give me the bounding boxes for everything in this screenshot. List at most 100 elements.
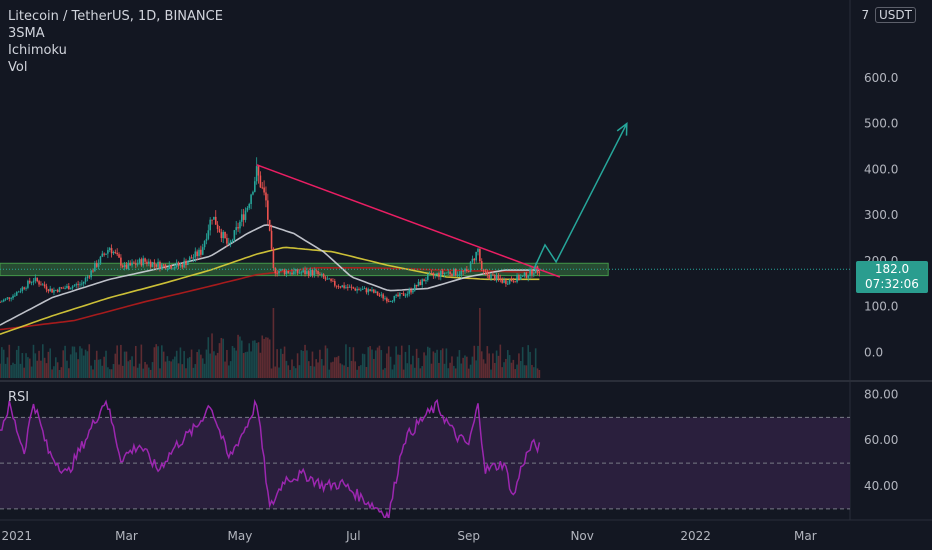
volume-bar <box>389 356 392 378</box>
candle-body <box>244 210 247 220</box>
candle-body <box>395 294 397 296</box>
volume-bar <box>358 366 360 378</box>
candle-body <box>220 232 223 239</box>
candle-body <box>164 264 167 270</box>
volume-bar <box>168 360 171 378</box>
candle-body <box>514 281 517 283</box>
volume-bar <box>337 355 340 378</box>
candle-body <box>114 252 117 253</box>
volume-bar <box>209 353 211 378</box>
projection-arrow-head[interactable] <box>616 122 628 136</box>
candle-body <box>226 238 228 244</box>
time-axis-labels[interactable]: 2021 Mar May Jul Sep Nov 2022 Mar <box>1 529 816 543</box>
volume-bar <box>53 366 55 378</box>
rsi-pane-title[interactable]: RSI <box>8 390 30 405</box>
volume-bar <box>45 363 48 378</box>
candle-body <box>477 248 479 252</box>
candle-body <box>6 297 9 299</box>
volume-bar <box>492 353 494 378</box>
candle-body <box>133 262 135 264</box>
volume-bar <box>501 367 503 378</box>
volume-bar <box>10 365 12 378</box>
volume-bar <box>343 365 345 378</box>
volume-bar <box>185 368 187 378</box>
candle-body <box>482 269 485 272</box>
candle-body <box>352 287 355 289</box>
candle-body <box>207 230 210 239</box>
volume-bar <box>404 351 407 378</box>
indicator-vol[interactable]: Vol <box>8 60 28 75</box>
candle-body <box>73 285 76 287</box>
candle-body <box>0 302 1 303</box>
candle-body <box>322 274 325 278</box>
volume-bar <box>283 346 286 378</box>
candle-body <box>136 263 139 265</box>
volume-bar <box>203 363 206 378</box>
candle-body <box>112 252 115 254</box>
volume-bar <box>28 358 31 378</box>
volume-bar <box>226 349 228 378</box>
candle-body <box>144 258 146 262</box>
volume-bar <box>82 355 85 378</box>
candle-body <box>237 227 239 229</box>
volume-bar <box>218 343 221 378</box>
candle-body <box>519 276 522 280</box>
volume-bar <box>92 369 94 378</box>
descending-trendline[interactable] <box>256 164 561 278</box>
candle-body <box>25 287 27 289</box>
candle-body <box>505 280 507 284</box>
candle-body <box>259 175 262 188</box>
volume-bar <box>298 365 301 378</box>
candle-body <box>213 216 215 220</box>
volume-bar <box>287 365 290 378</box>
candle-body <box>412 290 414 293</box>
volume-bar <box>239 336 241 378</box>
candle-body <box>320 274 323 275</box>
candle-body <box>4 298 7 300</box>
volume-bar <box>341 364 344 378</box>
volume-bar <box>395 346 397 378</box>
volume-bar <box>516 364 518 378</box>
currency-unit[interactable]: USDT <box>875 7 916 23</box>
candle-body <box>300 272 303 274</box>
symbol-title[interactable]: Litecoin / TetherUS, 1D, BINANCE <box>8 9 223 24</box>
candle-body <box>430 273 433 275</box>
candle-body <box>231 240 234 242</box>
candle-body <box>116 252 118 255</box>
candles <box>0 157 541 304</box>
volume-bar <box>413 367 416 378</box>
candle-body <box>276 273 278 275</box>
projection-arrow-path[interactable] <box>533 123 628 270</box>
volume-bar <box>108 369 111 378</box>
candle-body <box>421 279 424 285</box>
volume-bar <box>441 348 444 378</box>
volume-bar <box>174 356 176 378</box>
candle-body <box>350 286 353 288</box>
candle-body <box>451 274 453 276</box>
candle-body <box>227 242 230 244</box>
volume-bar <box>205 349 208 378</box>
candle-body <box>125 264 128 269</box>
candle-body <box>280 269 282 271</box>
volume-bar <box>77 359 79 378</box>
rsi-axis-labels[interactable]: 80.00 60.00 40.00 <box>864 387 898 493</box>
candle-body <box>436 273 438 275</box>
volume-bar <box>300 350 303 378</box>
indicator-ichimoku[interactable]: Ichimoku <box>8 43 67 58</box>
candle-body <box>81 283 83 285</box>
currency-tag[interactable]: 7 USDT <box>862 7 916 23</box>
candle-body <box>373 289 375 293</box>
volume-bar <box>71 346 74 378</box>
volume-bar <box>309 365 312 378</box>
volume-bar <box>486 346 489 378</box>
candle-body <box>21 287 24 291</box>
indicator-3sma[interactable]: 3SMA <box>8 26 45 41</box>
volume-bar <box>19 363 22 378</box>
volume-bar <box>170 361 172 378</box>
volume-bar <box>86 351 89 378</box>
volume-bar <box>149 369 152 378</box>
volume-bar <box>423 352 425 378</box>
price-tick-label: 400.0 <box>864 162 898 176</box>
candle-body <box>471 258 474 262</box>
